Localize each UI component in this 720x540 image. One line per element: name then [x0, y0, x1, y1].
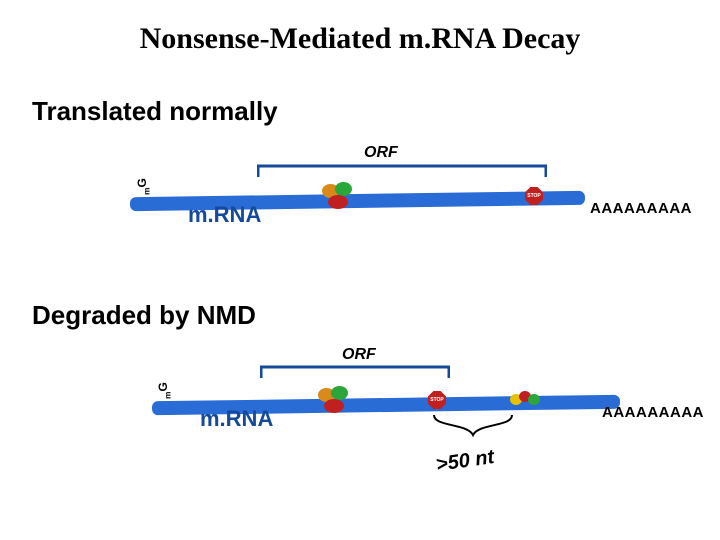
orf-label-nmd: ORF [342, 346, 376, 364]
distance-label: >50 nt [435, 446, 496, 477]
cap-label-nmd: mG [156, 382, 172, 399]
page-title: Nonsense-Mediated m.RNA Decay [0, 22, 720, 56]
stop-codon-nmd: STOP [428, 391, 446, 409]
ejc-complex [510, 391, 544, 411]
section-nmd-label: Degraded by NMD [32, 300, 256, 331]
ribosome-normal [322, 182, 366, 210]
distance-bracket [432, 413, 514, 443]
orf-bracket-nmd [260, 364, 450, 382]
orf-label-normal: ORF [364, 144, 398, 162]
ribosome-nmd [318, 386, 362, 414]
polya-tail-nmd: AAAAAAAAA [602, 404, 704, 421]
section-normal-label: Translated normally [32, 96, 278, 127]
orf-bracket-normal [257, 163, 547, 181]
stop-codon-normal: STOP [525, 187, 543, 205]
cap-label-normal: mG [135, 178, 151, 195]
polya-tail-normal: AAAAAAAAA [590, 200, 692, 217]
mrna-label-normal: m.RNA [188, 202, 261, 228]
mrna-label-nmd: m.RNA [200, 406, 273, 432]
